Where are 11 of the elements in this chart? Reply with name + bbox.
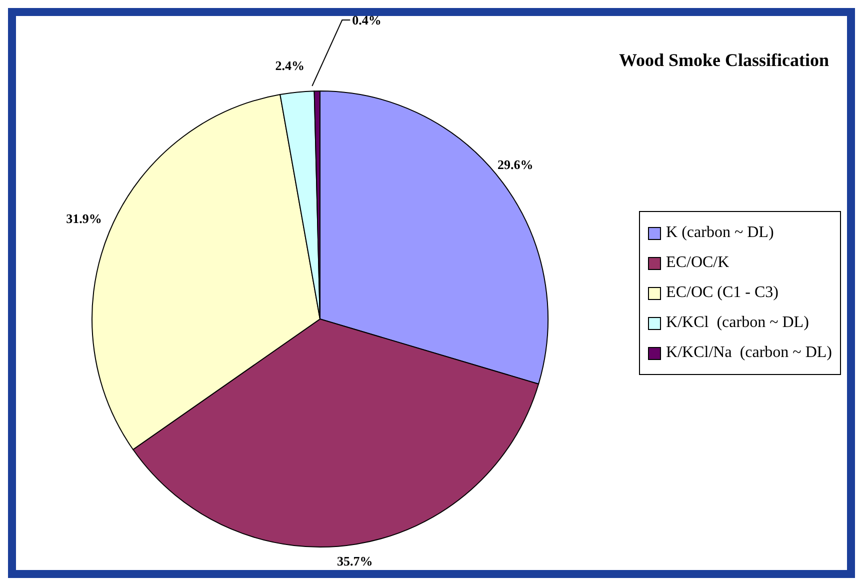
data-label: 2.4% (275, 58, 305, 73)
text: Wood Smoke Classification (618, 50, 829, 71)
legend-label: EC/OC/K (666, 254, 730, 272)
data-label: 31.9% (66, 210, 102, 226)
data-label: 35.7% (337, 553, 373, 568)
legend-label: EC/OC (C1 - C3) (666, 284, 778, 302)
legend-label: K/KCl (carbon ~ DL) (666, 314, 809, 332)
legend-label: K (carbon ~ DL) (666, 224, 774, 242)
data-label: 29.6% (498, 157, 534, 172)
data-label: 0.4% (352, 12, 382, 28)
legend-label: K/KCl/Na (carbon ~ DL) (666, 344, 832, 362)
